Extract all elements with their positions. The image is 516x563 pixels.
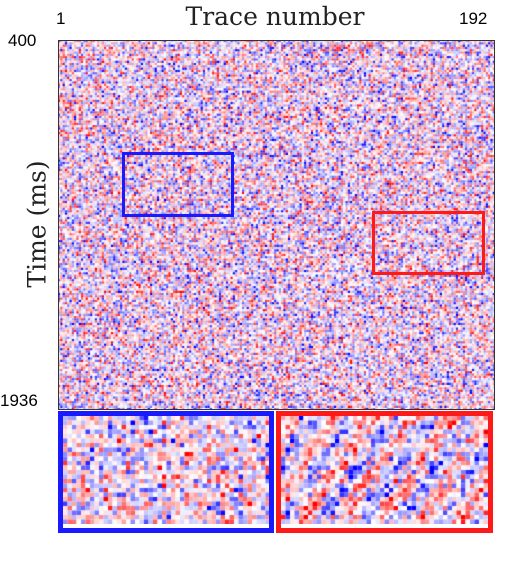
y-tick-start: 400 bbox=[8, 31, 37, 50]
blue-zoom-inset bbox=[63, 416, 269, 524]
plot-frame bbox=[58, 40, 495, 410]
y-tick-end: 1936 bbox=[0, 391, 38, 410]
seismic-section-heatmap bbox=[58, 40, 495, 410]
x-tick-start: 1 bbox=[56, 9, 66, 28]
blue-inset-frame bbox=[58, 411, 274, 533]
red-inset-frame bbox=[276, 411, 493, 533]
chart-title: Trace number bbox=[185, 2, 365, 31]
red-zoom-inset bbox=[281, 416, 488, 524]
blue-highlight-box bbox=[122, 152, 234, 217]
red-highlight-box bbox=[372, 211, 485, 275]
x-tick-end: 192 bbox=[459, 9, 488, 28]
